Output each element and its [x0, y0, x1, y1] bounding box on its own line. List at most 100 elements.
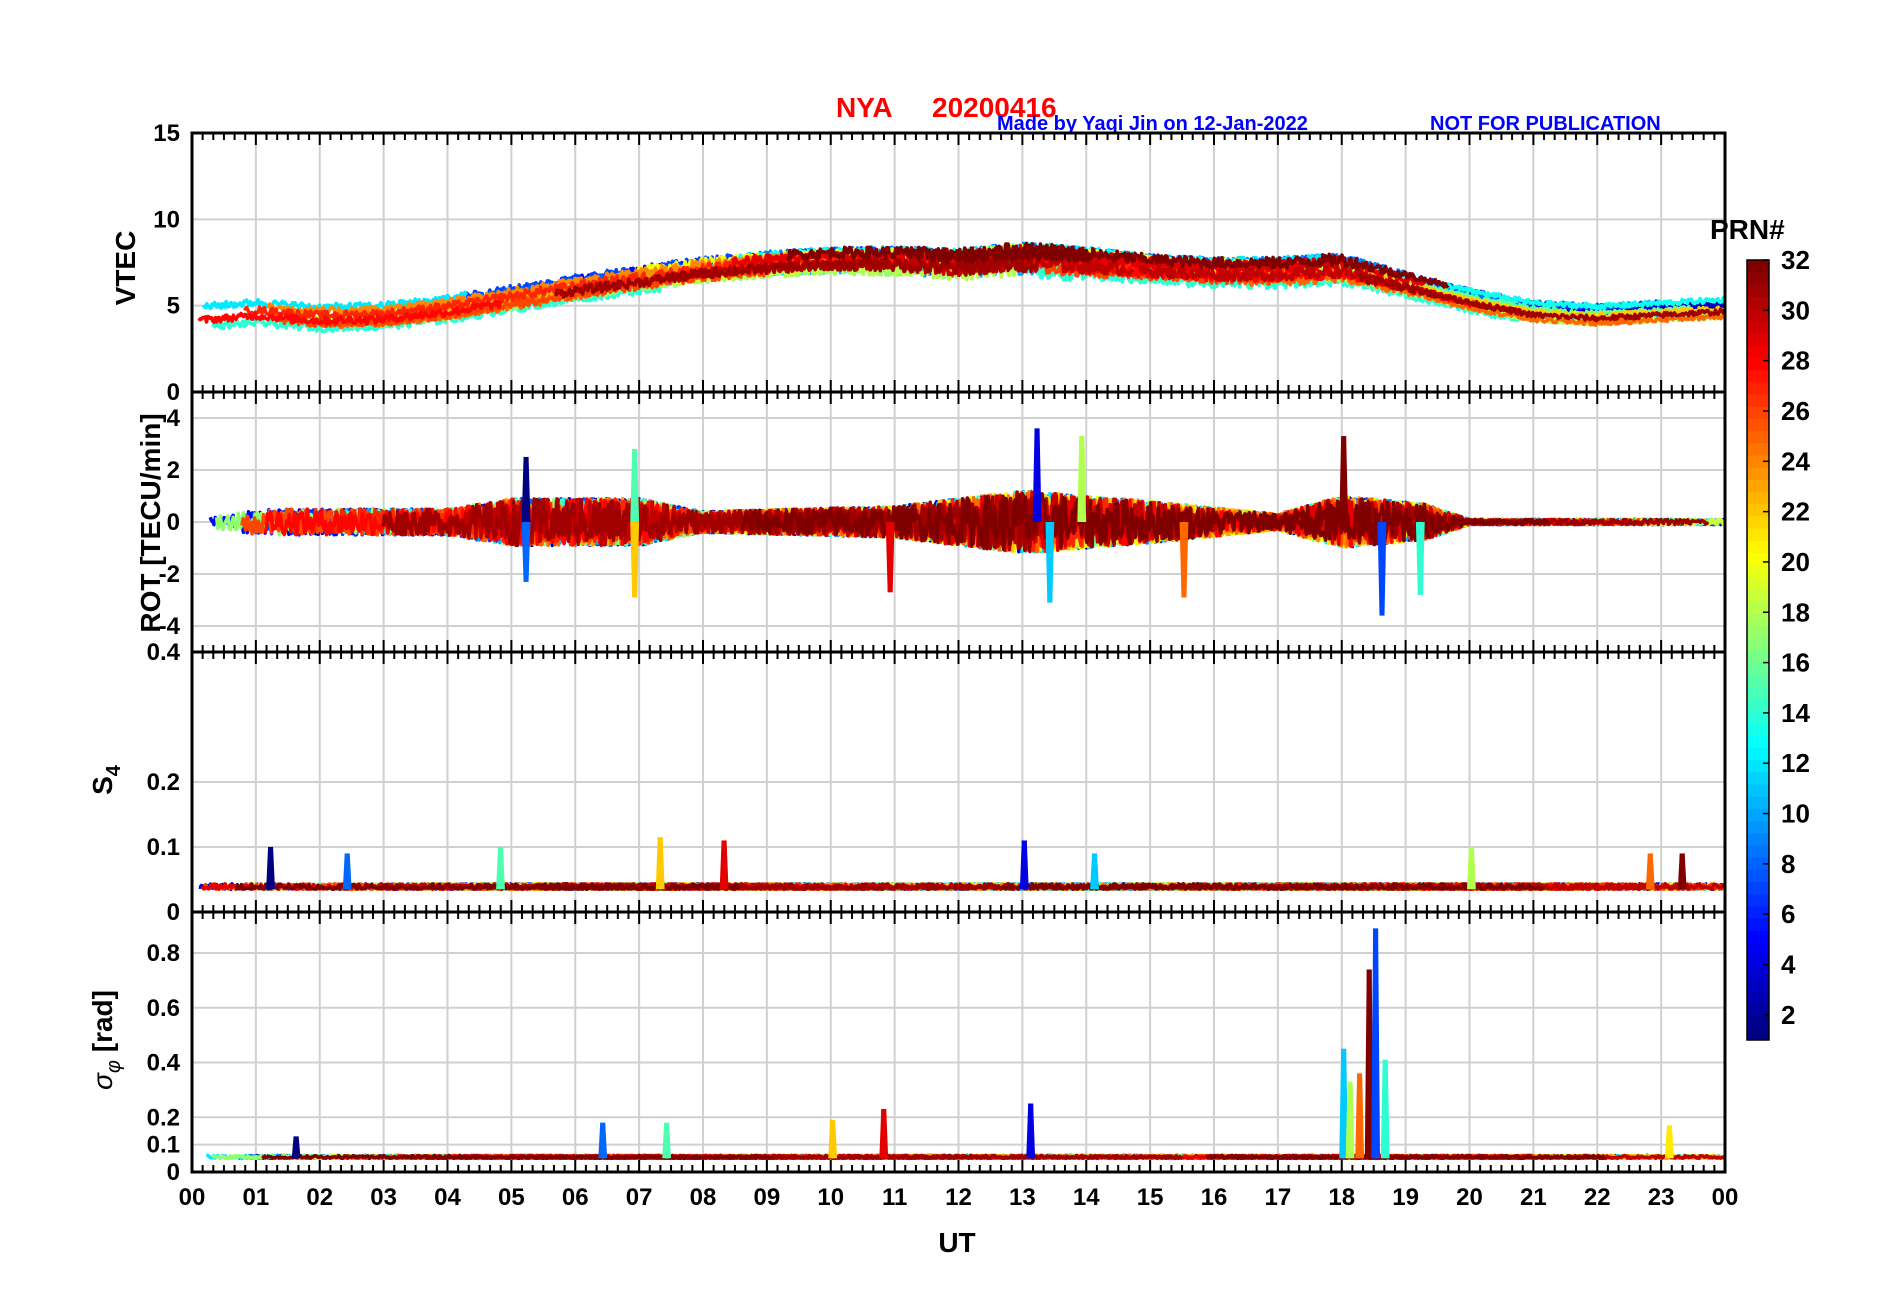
- spike-mark: [1679, 853, 1687, 890]
- colorbar-segment: [1747, 503, 1769, 517]
- colorbar-tick-label: 14: [1781, 698, 1810, 728]
- x-tick-label: 11: [882, 1184, 907, 1211]
- colorbar-tick-label: 32: [1781, 245, 1810, 275]
- spike-mark: [1666, 1125, 1674, 1159]
- y-tick-label: 2: [167, 457, 180, 484]
- y-tick-label: 0.8: [147, 940, 180, 967]
- colorbar-tick-label: 8: [1781, 849, 1795, 879]
- spike-mark: [657, 837, 665, 890]
- colorbar-segment: [1747, 308, 1769, 322]
- y-tick-label: 0.1: [147, 834, 180, 861]
- sigma-phi-panel: 00.10.2 0.4 0.6 0.8: [147, 910, 1727, 1186]
- colorbar-segment: [1747, 637, 1769, 651]
- x-tick-label: 05: [498, 1184, 525, 1211]
- y-tick-label: 10: [153, 206, 180, 233]
- spike-mark: [1047, 521, 1055, 603]
- colorbar-tick-label: 6: [1781, 899, 1795, 929]
- colorbar-segment: [1747, 515, 1769, 529]
- y-tick-label: 15: [153, 120, 180, 147]
- series-line-prn-32: [234, 882, 741, 891]
- colorbar-segment: [1747, 820, 1769, 834]
- spike-mark: [1341, 1048, 1349, 1159]
- colorbar-segment: [1747, 540, 1769, 553]
- y-tick-label: 0.2: [147, 769, 180, 796]
- colorbar-tick-label: 22: [1781, 497, 1810, 527]
- colorbar-tick-label: 12: [1781, 748, 1810, 778]
- series-group: [208, 428, 1725, 616]
- colorbar-tick-label: 30: [1781, 295, 1810, 325]
- colorbar-segment: [1747, 564, 1769, 578]
- series-line-prn-32: [1205, 1153, 1607, 1161]
- colorbar-segment: [1747, 674, 1769, 688]
- spike-mark: [600, 1122, 608, 1159]
- y-tick-label: 0: [167, 1159, 180, 1186]
- x-tick-labels: 00 01 02 03 04 05 06 07 08 09 10 11 12 13 14 15 16 17 18 19…: [179, 1184, 1739, 1211]
- x-tick-label: 13: [1009, 1184, 1036, 1211]
- colorbar-segment: [1747, 576, 1769, 590]
- y-tick-label: 5: [167, 293, 180, 320]
- series-line-prn-13: [1444, 282, 1725, 311]
- x-tick-label: 22: [1584, 1184, 1611, 1211]
- y-tick-label: 0.4: [147, 1050, 181, 1077]
- colorbar-title: PRN#: [1710, 214, 1785, 245]
- colorbar-segment: [1747, 771, 1769, 785]
- colorbar-segment: [1747, 369, 1769, 383]
- spike-mark: [632, 449, 640, 523]
- colorbar-segment: [1747, 759, 1769, 773]
- colorbar-segment: [1747, 796, 1769, 809]
- colorbar-segment: [1747, 747, 1769, 761]
- spike-mark: [1468, 846, 1476, 890]
- spike-mark: [1028, 1103, 1036, 1159]
- colorbar-tick-label: 26: [1781, 396, 1810, 426]
- colorbar-segment: [1747, 296, 1769, 310]
- y-tick-label: 0: [167, 899, 180, 926]
- sigma-phi-ylabel: σφ [rad]: [87, 990, 125, 1090]
- colorbar-segment: [1747, 710, 1769, 724]
- spike-mark: [1347, 1081, 1355, 1159]
- x-tick-label: 00: [1712, 1184, 1739, 1211]
- title-station: NYA: [836, 92, 893, 123]
- colorbar-segment: [1747, 260, 1769, 273]
- spike-mark: [1357, 1073, 1365, 1159]
- colorbar-tick-label: 4: [1781, 950, 1796, 980]
- colorbar-segment: [1747, 394, 1769, 407]
- spike-mark: [664, 1122, 672, 1159]
- colorbar-segment: [1747, 930, 1769, 943]
- colorbar-segment: [1747, 832, 1769, 846]
- spike-mark: [1034, 428, 1042, 523]
- series-line-prn-32: [1243, 494, 1550, 547]
- spike-mark: [268, 846, 275, 890]
- x-tick-label: 09: [754, 1184, 781, 1211]
- series-group: [205, 928, 1725, 1161]
- credit-text: Made by Yaqi Jin on 12-Jan-2022: [997, 113, 1308, 135]
- y-tick-label: 0.4: [147, 639, 181, 666]
- series-group: [197, 241, 1725, 334]
- series-line-prn-32: [740, 491, 1346, 551]
- spike-mark: [344, 853, 352, 890]
- colorbar-segment: [1747, 650, 1769, 663]
- spike-mark: [881, 1108, 889, 1159]
- colorbar-segment: [1747, 418, 1769, 432]
- spike-mark: [293, 1136, 301, 1159]
- spike-mark: [523, 456, 531, 523]
- colorbar-segment: [1747, 442, 1769, 456]
- colorbar-segment: [1747, 284, 1769, 298]
- x-tick-label: 23: [1648, 1184, 1675, 1211]
- colorbar-segment: [1747, 357, 1769, 371]
- spike-mark: [1341, 436, 1349, 523]
- x-tick-label: 21: [1520, 1184, 1547, 1211]
- spike-mark: [1181, 521, 1189, 598]
- x-tick-label: 03: [370, 1184, 397, 1211]
- series-line-prn-31: [1357, 272, 1725, 323]
- x-axis-label: UT: [938, 1227, 975, 1258]
- title-date: 20200416: [932, 92, 1057, 123]
- series-line-prn-32: [904, 241, 1450, 289]
- y-tick-label: -4: [159, 613, 181, 640]
- rot-panel: -4 -2 0 2 4: [159, 390, 1727, 654]
- colorbar-segment: [1747, 991, 1769, 1004]
- spike-mark: [1021, 840, 1029, 890]
- spike-mark: [1373, 928, 1381, 1159]
- x-tick-label: 15: [1137, 1184, 1164, 1211]
- colorbar-segment: [1747, 406, 1769, 419]
